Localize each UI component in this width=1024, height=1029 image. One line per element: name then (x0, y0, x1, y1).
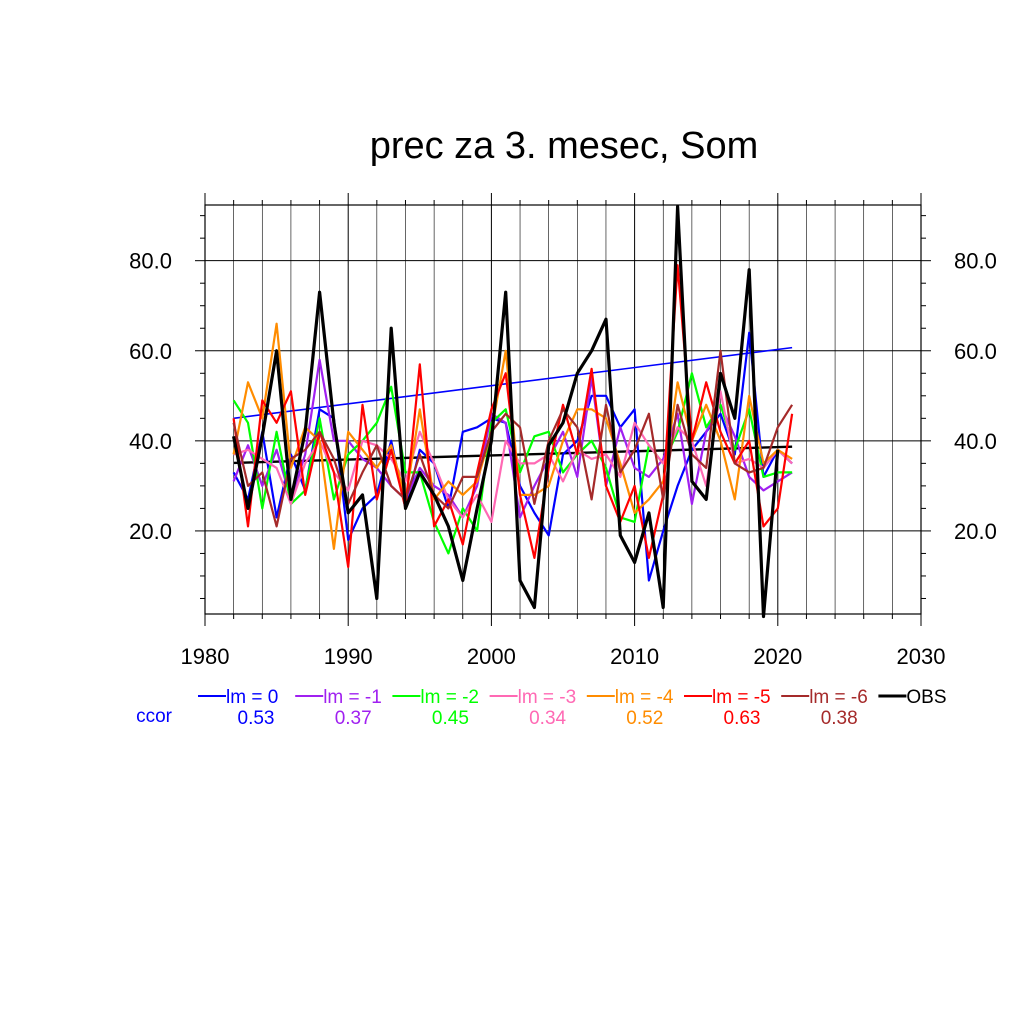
y-tick-label-left: 60.0 (129, 339, 172, 364)
ccor-value: 0.53 (238, 708, 275, 729)
chart-title: prec za 3. mesec, Som (370, 125, 759, 167)
y-tick-label-right: 80.0 (954, 249, 997, 274)
ccor-value: 0.63 (724, 708, 761, 729)
axes: 20.0 20.0 40.0 40.0 60.0 60.0 80.0 80.0 1980 1990… (129, 193, 997, 669)
ccor-value: 0.52 (626, 708, 663, 729)
legend-label: lm = -3 (518, 687, 577, 708)
x-tick-label: 2000 (467, 644, 516, 669)
ccor-label: ccor (136, 706, 173, 727)
y-tick-label-right: 60.0 (954, 339, 997, 364)
legend-label: lm = 0 (226, 687, 278, 708)
legend-label: lm = -4 (615, 687, 674, 708)
x-tick-label: 2010 (610, 644, 659, 669)
y-tick-label-left: 20.0 (129, 519, 172, 544)
legend-label: OBS (906, 687, 946, 708)
x-tick-label: 2020 (753, 644, 802, 669)
legend-label: lm = -6 (809, 687, 868, 708)
plot-frame (204, 204, 922, 615)
y-tick-label-left: 80.0 (129, 249, 172, 274)
y-tick-label-left: 40.0 (129, 429, 172, 454)
ccor-value: 0.45 (432, 708, 469, 729)
ccor-value: 0.34 (529, 708, 566, 729)
x-tick-label: 1990 (324, 644, 373, 669)
grid (205, 205, 921, 614)
series-line-lm1 (232, 358, 793, 519)
series-lines (232, 205, 794, 619)
legend-label: lm = -2 (420, 687, 479, 708)
ccor-value: 0.37 (335, 708, 372, 729)
y-tick-label-right: 40.0 (954, 429, 997, 454)
ccor-value: 0.38 (821, 708, 858, 729)
legend-label: lm = -1 (323, 687, 382, 708)
legend-label: lm = -5 (712, 687, 771, 708)
y-tick-label-right: 20.0 (954, 519, 997, 544)
series-line-obs (232, 205, 780, 619)
trend-line-lm0 (233, 346, 793, 420)
x-tick-label: 1980 (181, 644, 230, 669)
x-tick-label: 2030 (897, 644, 946, 669)
